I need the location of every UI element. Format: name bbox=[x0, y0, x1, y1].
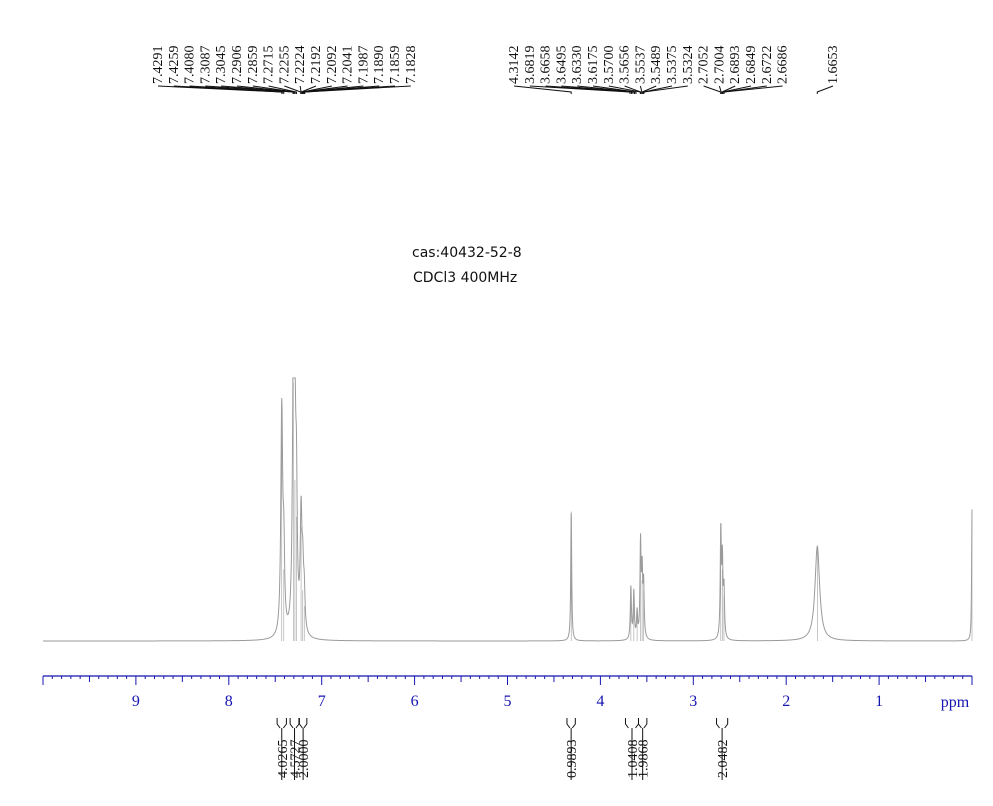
peak-label: 7.4291 bbox=[151, 46, 166, 85]
peak-label: 7.2224 bbox=[293, 46, 308, 85]
peak-label: 3.5324 bbox=[681, 46, 696, 85]
integral-bracket-left bbox=[276, 718, 281, 729]
integral-value-label: 2.0482 bbox=[716, 740, 731, 779]
peak-label-leader bbox=[513, 85, 572, 94]
peak-label: 7.4259 bbox=[167, 46, 182, 85]
peak-label: 4.3142 bbox=[507, 46, 522, 85]
peak-label: 2.6849 bbox=[744, 46, 759, 85]
peak-label: 7.1987 bbox=[356, 46, 371, 85]
peak-label: 3.5700 bbox=[602, 46, 617, 85]
integral-bracket-right bbox=[724, 718, 729, 729]
peak-label: 7.2041 bbox=[341, 46, 356, 85]
x-tick-label: 5 bbox=[504, 693, 512, 710]
x-tick-label: 1 bbox=[875, 693, 883, 710]
peak-label-leader bbox=[304, 85, 411, 94]
peak-label-leader bbox=[722, 85, 752, 94]
integral-value-label: 1.0408 bbox=[626, 740, 641, 779]
peak-label-leader bbox=[268, 85, 297, 94]
integral-bracket-left bbox=[298, 718, 303, 729]
x-tick-label: 6 bbox=[411, 693, 419, 710]
peak-label-leader bbox=[624, 85, 642, 94]
peak-label: 7.2715 bbox=[262, 46, 277, 85]
peak-label: 2.7004 bbox=[712, 46, 727, 85]
x-tick-label: 3 bbox=[689, 693, 697, 710]
integral-bracket-right bbox=[282, 718, 287, 729]
x-axis-label: ppm bbox=[941, 694, 970, 711]
peak-label: 2.6722 bbox=[760, 46, 775, 85]
peak-label-layer: 7.4291 7.4259 7.4080 7.3087 7.3045 7.2906 7.28… bbox=[151, 46, 841, 94]
integral-value-label: 2.0000 bbox=[297, 740, 312, 779]
peak-label: 2.6893 bbox=[728, 46, 743, 85]
peak-label-leader bbox=[723, 85, 783, 94]
peak-label-leader bbox=[703, 85, 722, 94]
peak-label: 3.6175 bbox=[586, 46, 601, 85]
integral-bracket-left bbox=[289, 718, 294, 729]
integral-bracket-left bbox=[637, 718, 642, 729]
peak-label: 3.6495 bbox=[554, 46, 569, 85]
peak-label-leader bbox=[302, 85, 364, 94]
peak-label: 3.5537 bbox=[633, 46, 648, 85]
peak-label: 3.5489 bbox=[649, 46, 664, 85]
integral-value-label: 4.5727 bbox=[289, 740, 304, 779]
integral-value-label: 1.9868 bbox=[637, 740, 652, 779]
peak-label: 7.2255 bbox=[277, 46, 292, 85]
peak-label: 7.3045 bbox=[214, 46, 229, 85]
peak-label: 2.6686 bbox=[776, 46, 791, 85]
peak-label: 3.6658 bbox=[539, 46, 554, 85]
peak-label-leader bbox=[189, 85, 285, 94]
x-tick-label: 7 bbox=[318, 693, 326, 710]
x-tick-label: 8 bbox=[225, 693, 233, 710]
x-tick-label: 2 bbox=[782, 693, 790, 710]
chart-title-line-2: CDCl3 400MHz bbox=[413, 270, 518, 286]
peak-label: 3.5375 bbox=[665, 46, 680, 85]
integral-bracket-right bbox=[643, 718, 648, 729]
peak-label-leader bbox=[816, 85, 834, 94]
chart-title-line-1: cas:40432-52-8 bbox=[412, 245, 522, 261]
ppm-axis: 9 8 7 6 5 4 3 2 1 ppm bbox=[42, 675, 973, 711]
x-tick-label: 9 bbox=[132, 693, 140, 710]
peak-label-leader bbox=[643, 85, 688, 94]
peak-label-leader bbox=[641, 85, 657, 94]
spectrum-trace bbox=[43, 377, 973, 642]
peak-label: 3.5656 bbox=[618, 46, 633, 85]
peak-label: 7.1890 bbox=[372, 46, 387, 85]
peak-label: 3.6330 bbox=[570, 46, 585, 85]
integral-value-label: 0.9893 bbox=[565, 740, 580, 779]
integral-bracket-right bbox=[303, 718, 308, 729]
integral-bracket-left bbox=[624, 718, 629, 729]
x-tick-label: 4 bbox=[596, 693, 604, 710]
peak-label: 7.2906 bbox=[230, 46, 245, 85]
peak-label: 7.3087 bbox=[198, 46, 213, 85]
peak-label-leader bbox=[300, 85, 317, 94]
peak-label-leader bbox=[718, 85, 722, 94]
integral-value-label: 4.0265 bbox=[276, 740, 291, 779]
peak-label: 3.6819 bbox=[523, 46, 538, 85]
peak-label: 1.6653 bbox=[826, 46, 841, 85]
peak-label: 7.1828 bbox=[404, 46, 419, 85]
integral-bracket-left bbox=[716, 718, 720, 729]
peak-label: 7.2859 bbox=[246, 46, 261, 85]
integral-bracket-right bbox=[571, 718, 576, 729]
peak-label: 2.7052 bbox=[697, 46, 712, 85]
peak-label-leader bbox=[592, 85, 637, 94]
peak-label: 7.2092 bbox=[325, 46, 340, 85]
peak-label: 7.4080 bbox=[183, 46, 198, 85]
spectrum-trace-layer bbox=[43, 377, 973, 642]
peak-label: 7.2192 bbox=[309, 46, 324, 85]
integral-bracket-left bbox=[566, 718, 571, 729]
integral-bracket-right bbox=[295, 718, 300, 729]
peak-label: 7.1859 bbox=[388, 46, 403, 85]
